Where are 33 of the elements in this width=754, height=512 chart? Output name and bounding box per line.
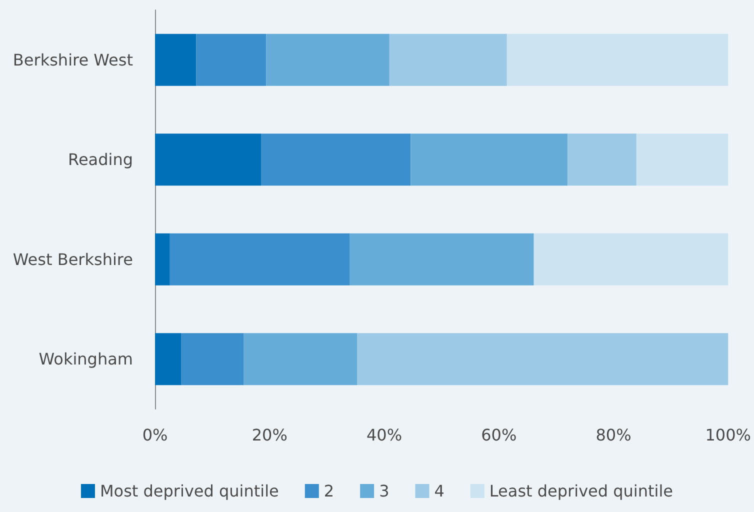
bar <box>244 333 358 386</box>
legend-label: 3 <box>379 482 390 500</box>
legend-label: Most deprived quintile <box>100 482 279 500</box>
bar <box>636 134 728 186</box>
x-tick-label: 40% <box>366 426 402 444</box>
bar <box>534 233 728 286</box>
y-tick-label: Wokingham <box>38 350 133 369</box>
x-tick-label: 100% <box>705 426 752 444</box>
bar <box>155 333 182 386</box>
bar <box>155 134 262 186</box>
bar <box>568 134 636 186</box>
x-tick-label: 20% <box>252 426 288 444</box>
bar <box>155 233 170 286</box>
bar <box>389 34 507 86</box>
x-tick-label: 60% <box>481 426 517 444</box>
bar <box>506 34 728 86</box>
y-tick-label: Reading <box>68 150 133 170</box>
y-tick-label: West Berkshire <box>12 250 133 269</box>
bar <box>170 233 350 286</box>
x-tick-label: 0% <box>142 426 168 444</box>
x-tick-label: 80% <box>596 426 632 444</box>
bar <box>350 233 534 286</box>
bar <box>181 333 244 386</box>
bar <box>155 34 196 86</box>
bar <box>357 333 728 386</box>
legend-label: 2 <box>324 482 334 500</box>
bar <box>196 34 266 86</box>
bar <box>410 134 568 186</box>
y-tick-label: Berkshire West <box>12 50 133 70</box>
legend-label: Least deprived quintile <box>489 482 674 500</box>
legend-label: 4 <box>434 482 444 500</box>
bar <box>261 134 411 186</box>
bar <box>266 34 390 86</box>
